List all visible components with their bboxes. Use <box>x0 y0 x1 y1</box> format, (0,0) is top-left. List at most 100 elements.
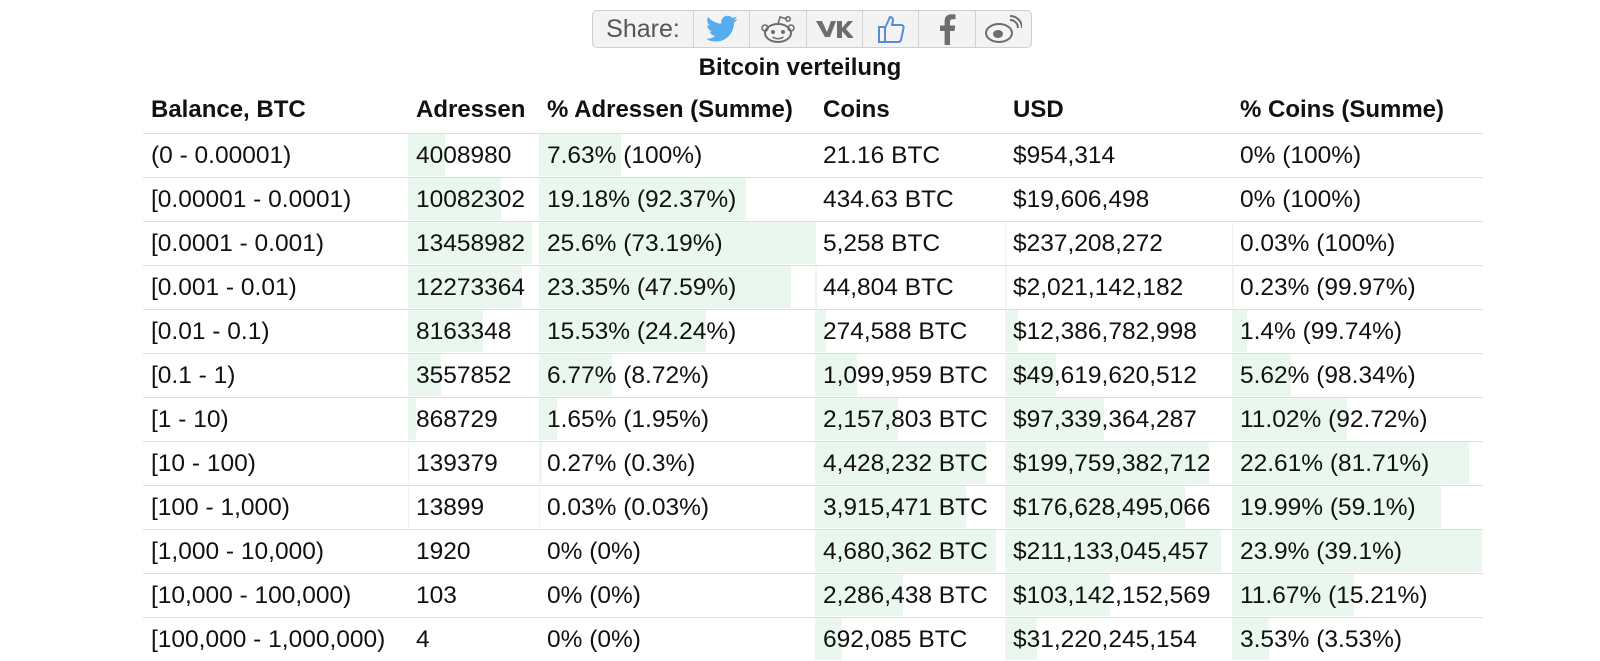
cell-pct-coins: 11.02% (92.72%) <box>1232 398 1482 440</box>
cell-balance: [0.0001 - 0.001) <box>143 222 408 264</box>
cell-balance: [0.1 - 1) <box>143 354 408 396</box>
cell-pct-coins: 0% (100%) <box>1232 178 1482 220</box>
column-header-addresses: Adressen <box>408 90 539 132</box>
cell-balance: [100,000 - 1,000,000) <box>143 618 408 660</box>
cell-usd: $176,628,495,066 <box>1005 486 1232 528</box>
cell-coins: 2,286,438 BTC <box>815 574 1005 616</box>
cell-pct-addresses: 7.63% (100%) <box>539 134 815 176</box>
cell-pct-coins: 3.53% (3.53%) <box>1232 618 1482 660</box>
cell-coins: 692,085 BTC <box>815 618 1005 660</box>
cell-pct-addresses: 6.77% (8.72%) <box>539 354 815 396</box>
cell-addresses: 868729 <box>408 398 539 440</box>
cell-coins: 44,804 BTC <box>815 266 1005 308</box>
like-share-button[interactable] <box>863 11 919 47</box>
vk-icon <box>815 18 853 40</box>
cell-pct-addresses: 0% (0%) <box>539 574 815 616</box>
column-header-coins: Coins <box>815 90 1005 132</box>
column-header-pct-coins: % Coins (Summe) <box>1232 90 1482 132</box>
cell-balance: [10,000 - 100,000) <box>143 574 408 616</box>
cell-pct-coins: 11.67% (15.21%) <box>1232 574 1482 616</box>
cell-addresses: 10082302 <box>408 178 539 220</box>
cell-pct-coins: 5.62% (98.34%) <box>1232 354 1482 396</box>
cell-usd: $49,619,620,512 <box>1005 354 1232 396</box>
cell-pct-addresses: 0% (0%) <box>539 530 815 572</box>
cell-pct-addresses: 0.03% (0.03%) <box>539 486 815 528</box>
cell-pct-coins: 0.03% (100%) <box>1232 222 1482 264</box>
cell-pct-addresses: 25.6% (73.19%) <box>539 222 815 264</box>
vk-share-button[interactable] <box>807 11 863 47</box>
cell-balance: (0 - 0.00001) <box>143 134 408 176</box>
column-header-usd: USD <box>1005 90 1232 132</box>
cell-pct-addresses: 0.27% (0.3%) <box>539 442 815 484</box>
cell-usd: $199,759,382,712 <box>1005 442 1232 484</box>
share-label: Share: <box>593 11 694 47</box>
cell-usd: $19,606,498 <box>1005 178 1232 220</box>
cell-addresses: 4008980 <box>408 134 539 176</box>
reddit-share-button[interactable] <box>750 11 806 47</box>
cell-coins: 274,588 BTC <box>815 310 1005 352</box>
cell-usd: $97,339,364,287 <box>1005 398 1232 440</box>
cell-addresses: 8163348 <box>408 310 539 352</box>
cell-coins: 21.16 BTC <box>815 134 1005 176</box>
cell-balance: [0.00001 - 0.0001) <box>143 178 408 220</box>
cell-addresses: 4 <box>408 618 539 660</box>
table-header: Balance, BTC Adressen % Adressen (Summe)… <box>143 90 1483 133</box>
cell-coins: 4,680,362 BTC <box>815 530 1005 572</box>
cell-pct-coins: 0% (100%) <box>1232 134 1482 176</box>
facebook-share-button[interactable] <box>919 11 975 47</box>
cell-balance: [0.01 - 0.1) <box>143 310 408 352</box>
cell-coins: 1,099,959 BTC <box>815 354 1005 396</box>
cell-balance: [1,000 - 10,000) <box>143 530 408 572</box>
cell-pct-addresses: 19.18% (92.37%) <box>539 178 815 220</box>
distribution-table: Balance, BTC Adressen % Adressen (Summe)… <box>143 90 1483 661</box>
column-header-balance: Balance, BTC <box>143 90 408 132</box>
weibo-icon <box>984 14 1022 44</box>
share-bar: Share: <box>592 10 1032 48</box>
cell-balance: [1 - 10) <box>143 398 408 440</box>
like-icon <box>876 14 906 44</box>
cell-addresses: 1920 <box>408 530 539 572</box>
table-title: Bitcoin verteilung <box>0 54 1600 82</box>
cell-balance: [10 - 100) <box>143 442 408 484</box>
cell-usd: $2,021,142,182 <box>1005 266 1232 308</box>
cell-pct-coins: 0.23% (99.97%) <box>1232 266 1482 308</box>
cell-coins: 3,915,471 BTC <box>815 486 1005 528</box>
cell-addresses: 3557852 <box>408 354 539 396</box>
cell-usd: $12,386,782,998 <box>1005 310 1232 352</box>
cell-pct-coins: 23.9% (39.1%) <box>1232 530 1482 572</box>
cell-pct-addresses: 23.35% (47.59%) <box>539 266 815 308</box>
twitter-share-button[interactable] <box>694 11 750 47</box>
cell-balance: [0.001 - 0.01) <box>143 266 408 308</box>
weibo-share-button[interactable] <box>976 11 1031 47</box>
cell-pct-addresses: 1.65% (1.95%) <box>539 398 815 440</box>
cell-usd: $103,142,152,569 <box>1005 574 1232 616</box>
cell-addresses: 103 <box>408 574 539 616</box>
cell-coins: 5,258 BTC <box>815 222 1005 264</box>
cell-addresses: 139379 <box>408 442 539 484</box>
column-header-pct-addresses: % Adressen (Summe) <box>539 90 815 132</box>
cell-pct-addresses: 0% (0%) <box>539 618 815 660</box>
cell-addresses: 12273364 <box>408 266 539 308</box>
cell-coins: 2,157,803 BTC <box>815 398 1005 440</box>
cell-balance: [100 - 1,000) <box>143 486 408 528</box>
cell-usd: $31,220,245,154 <box>1005 618 1232 660</box>
cell-usd: $237,208,272 <box>1005 222 1232 264</box>
cell-pct-addresses: 15.53% (24.24%) <box>539 310 815 352</box>
cell-coins: 4,428,232 BTC <box>815 442 1005 484</box>
cell-pct-coins: 22.61% (81.71%) <box>1232 442 1482 484</box>
cell-addresses: 13899 <box>408 486 539 528</box>
cell-pct-coins: 19.99% (59.1%) <box>1232 486 1482 528</box>
reddit-icon <box>760 14 796 44</box>
